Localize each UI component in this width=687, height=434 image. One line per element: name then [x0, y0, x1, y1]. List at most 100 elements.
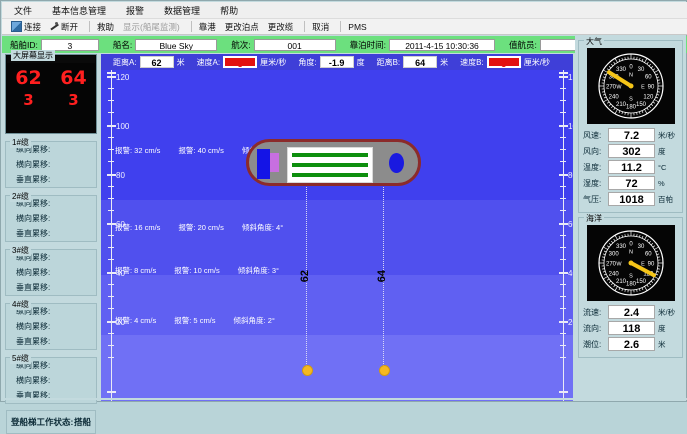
axis-minor-tick	[560, 259, 566, 260]
ship-cargo-hold	[287, 147, 373, 183]
depth-band-1	[101, 200, 573, 275]
vessel-graphic[interactable]	[246, 139, 421, 186]
reading-unit: 度	[658, 323, 678, 334]
menu-item-4[interactable]: 帮助	[218, 3, 240, 18]
axis-minor-tick	[108, 210, 114, 211]
toolbar-separator	[191, 21, 192, 32]
svg-text:330: 330	[615, 67, 626, 73]
axis-minor-tick	[108, 247, 114, 248]
cable-group-title: 2#缆	[10, 191, 31, 202]
cable-group-title: 3#缆	[10, 245, 31, 256]
reading-value: 118	[608, 321, 655, 335]
axis-minor-tick	[108, 161, 114, 162]
axis-minor-tick	[108, 235, 114, 236]
svg-text:180: 180	[625, 105, 636, 111]
axis-minor-tick	[108, 284, 114, 285]
menu-item-2[interactable]: 报警	[124, 3, 146, 18]
svg-text:240: 240	[608, 272, 619, 278]
alarm-angle: 倾斜角度: 3°	[238, 265, 279, 276]
info-value-0[interactable]: 3	[41, 39, 99, 51]
led-speed-value: 3	[6, 89, 51, 111]
menu-item-1[interactable]: 基本信息管理	[50, 3, 108, 18]
svg-text:30: 30	[637, 67, 644, 73]
measure-label-1: 速度A:	[197, 57, 221, 68]
axis-tick-label: 100	[116, 122, 129, 131]
cable-row-2: 垂直累移:	[6, 334, 96, 349]
axis-minor-tick	[560, 186, 566, 187]
axis-minor-tick	[560, 149, 566, 150]
reading-unit: 百帕	[658, 194, 678, 205]
toolbar-item-label: 断开	[61, 21, 78, 33]
measure-unit-0: 米	[177, 57, 185, 68]
info-value-3[interactable]: 2011-4-15 10:30:36	[389, 39, 495, 51]
axis-minor-tick	[560, 308, 566, 309]
info-value-2[interactable]: 001	[254, 39, 336, 51]
toolbar-item-2[interactable]: 救助	[97, 21, 114, 33]
svg-text:N: N	[629, 250, 633, 256]
svg-text:N: N	[629, 73, 633, 79]
svg-text:180: 180	[625, 282, 636, 288]
svg-text:210: 210	[615, 102, 626, 108]
cable-group-4: 5#缆纵向累移:横向累移:垂直累移:	[5, 357, 97, 404]
measure-label-4: 速度B:	[460, 57, 484, 68]
reading-value: 2.6	[608, 337, 655, 351]
toolbar-item-4[interactable]: 靠港	[199, 21, 216, 33]
cable-row-1: 横向累移:	[6, 265, 96, 280]
info-label-3: 靠泊时间:	[350, 39, 386, 51]
mooring-bollard-0	[302, 365, 313, 376]
status-bar	[2, 398, 687, 400]
measure-unit-1: 厘米/秒	[260, 57, 286, 68]
toolbar-item-5[interactable]: 更改泊点	[225, 21, 259, 33]
toolbar-item-3[interactable]: 显示(船尾监测)	[123, 21, 180, 33]
alarm-warn2: 报警: 20 cm/s	[178, 222, 223, 233]
measure-value-1: 3	[223, 56, 257, 68]
axis-minor-tick	[560, 161, 566, 162]
info-value-1[interactable]: Blue Sky	[135, 39, 217, 51]
menu-item-0[interactable]: 文件	[12, 3, 34, 18]
axis-tick	[107, 174, 116, 176]
axis-minor-tick	[108, 100, 114, 101]
measure-label-2: 角度:	[298, 57, 316, 68]
led-display-title: 大屏幕显示	[11, 50, 55, 61]
mooring-label-1: 64	[376, 270, 388, 282]
toolbar-item-6[interactable]: 更改缆	[268, 21, 294, 33]
depth-band-3	[101, 335, 573, 401]
svg-text:270: 270	[605, 85, 616, 91]
gangway-status-label: 登船梯工作状态:	[11, 416, 73, 428]
toolbar-item-0[interactable]: 连接	[11, 21, 41, 33]
cable-row-1: 横向累移:	[6, 319, 96, 334]
toolbar-item-label: 救助	[97, 21, 114, 33]
toolbar-item-8[interactable]: PMS	[348, 22, 366, 32]
axis-tick-label: 40	[568, 269, 573, 278]
axis-minor-tick	[108, 333, 114, 334]
toolbar-item-label: 显示(船尾监测)	[123, 21, 180, 33]
led-distance-value: 62	[6, 67, 51, 89]
reading-value: 7.2	[608, 128, 655, 142]
axis-cap	[107, 391, 116, 393]
application-window: 文件 基本信息管理 报警 数据管理 帮助 连接 断开 救助显示(船尾监测) 靠港更改泊点更改缆…	[0, 0, 687, 402]
axis-minor-tick	[560, 247, 566, 248]
alarm-angle: 倾斜角度: 2°	[234, 315, 275, 326]
toolbar-item-1[interactable]: 断开	[50, 21, 78, 33]
gangway-status-value: 搭船	[74, 416, 91, 428]
alarm-warn2: 报警: 5 cm/s	[174, 315, 215, 326]
axis-minor-tick	[560, 198, 566, 199]
toolbar-item-7[interactable]: 取消	[312, 21, 329, 33]
axis-tick	[559, 174, 568, 176]
led-distance-value: 64	[51, 67, 96, 89]
menu-item-3[interactable]: 数据管理	[162, 3, 202, 18]
cable-group-title: 4#缆	[10, 299, 31, 310]
svg-text:W: W	[616, 85, 622, 91]
axis-minor-tick	[560, 357, 566, 358]
reading-label: 风速:	[583, 130, 605, 141]
toolbar: 连接 断开 救助显示(船尾监测) 靠港更改泊点更改缆 取消 PMS	[2, 19, 687, 35]
ship-hold-stripe	[292, 153, 368, 157]
ocean-title: 海洋	[584, 213, 604, 224]
